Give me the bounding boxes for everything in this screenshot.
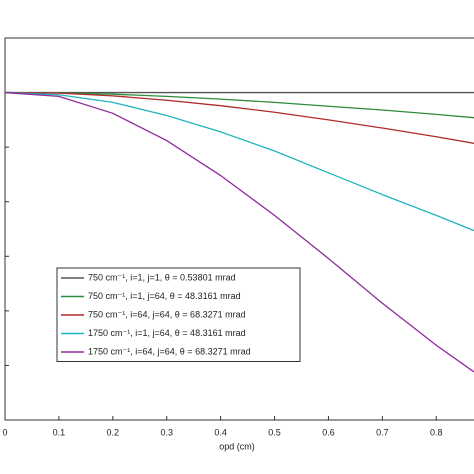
x-tick-label: 0 (2, 427, 7, 437)
series-line (4, 91, 474, 373)
legend-label: 750 cm⁻¹, i=64, j=64, θ = 68.3271 mrad (88, 309, 246, 319)
legend-label: 1750 cm⁻¹, i=1, j=64, θ = 48.3161 mrad (88, 328, 246, 338)
x-tick-label: 0.2 (107, 427, 120, 437)
series-line (4, 91, 474, 144)
axes-frame (4, 37, 474, 421)
legend-box (56, 267, 301, 362)
legend-label: 750 cm⁻¹, i=1, j=1, θ = 0.53801 mrad (88, 272, 236, 282)
x-tick-label: 0.4 (214, 427, 227, 437)
series-line (4, 91, 474, 232)
legend-label: 1750 cm⁻¹, i=64, j=64, θ = 68.3271 mrad (88, 346, 251, 356)
series-line (4, 91, 474, 119)
x-tick-label: 0.7 (376, 427, 389, 437)
x-tick-label: 0.3 (160, 427, 173, 437)
x-tick-label: 0.1 (53, 427, 66, 437)
x-tick-label: 0.5 (268, 427, 281, 437)
x-tick-label: 0.6 (322, 427, 335, 437)
legend-label: 750 cm⁻¹, i=1, j=64, θ = 48.3161 mrad (88, 291, 241, 301)
x-axis-label: opd (cm) (219, 441, 255, 451)
x-tick-label: 0.8 (430, 427, 443, 437)
